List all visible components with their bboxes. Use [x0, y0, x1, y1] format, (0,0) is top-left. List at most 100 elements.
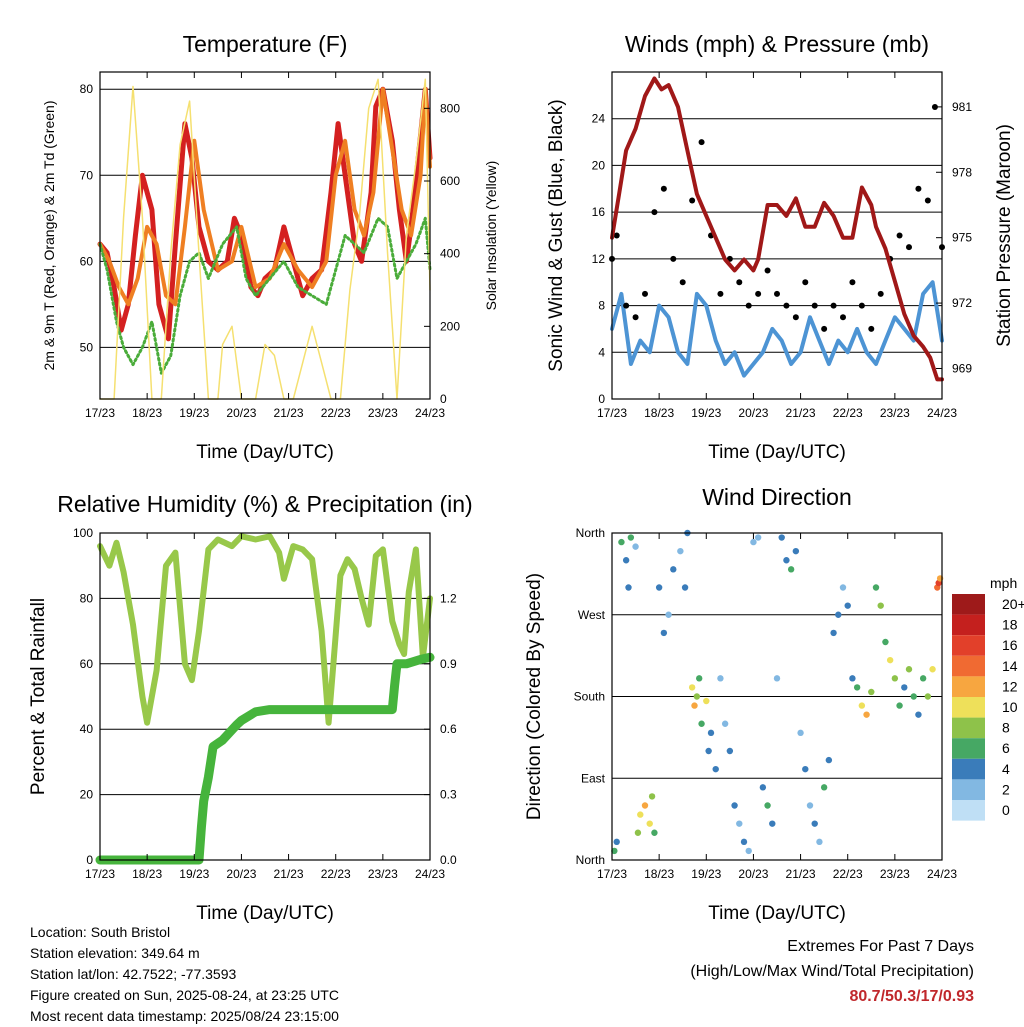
direction-point [872, 584, 880, 591]
y-tick-label: 70 [80, 168, 94, 182]
y-tick-label: West [578, 608, 606, 622]
direction-point [825, 756, 833, 764]
direction-point [896, 702, 903, 709]
legend-label: 16 [1002, 637, 1018, 653]
direction-point [705, 747, 712, 755]
y-tick-label: 60 [80, 657, 94, 671]
x-tick-label: 18/23 [644, 406, 674, 420]
y2-tick-label: 400 [440, 247, 460, 261]
direction-point [632, 543, 639, 550]
y2-tick-label: 0 [440, 392, 447, 406]
direction-point [622, 557, 630, 564]
x-tick-label: 24/23 [415, 406, 445, 420]
gust-point [896, 232, 903, 239]
direction-point [877, 602, 884, 609]
extremes-subtitle: (High/Low/Max Wind/Total Precipitation) [690, 963, 974, 980]
direction-point [901, 684, 908, 691]
y2-axis-label: Station Pressure (Maroon) [994, 124, 1015, 347]
direction-point [835, 611, 842, 618]
gust-point [679, 279, 686, 286]
x-tick-label: 19/23 [691, 406, 721, 420]
legend-label: 20+ [1002, 596, 1024, 612]
x-tick-label: 22/23 [321, 867, 351, 881]
series-line [98, 216, 432, 375]
gust-point [717, 290, 724, 297]
y2-tick-label: 600 [440, 174, 460, 188]
plot-frame [611, 532, 943, 861]
direction-point [863, 711, 870, 718]
x-tick-label: 18/23 [644, 867, 674, 881]
direction-point [802, 765, 809, 773]
direction-point [703, 697, 710, 705]
direction-point [769, 820, 776, 827]
chart-title: Wind Direction [702, 484, 852, 510]
series-line [95, 652, 435, 865]
direction-point [655, 584, 663, 591]
direction-point [665, 611, 672, 618]
chart-title: Temperature (F) [183, 31, 348, 57]
legend-label: 6 [1002, 740, 1010, 756]
direction-point [625, 584, 632, 591]
direction-point [816, 838, 823, 846]
legend-swatch [952, 676, 985, 697]
y-tick-label: 40 [80, 722, 94, 736]
y-tick-label: 60 [80, 254, 94, 268]
direction-point [886, 656, 894, 664]
y2-tick-label: 800 [440, 101, 460, 115]
x-tick-label: 23/23 [880, 406, 910, 420]
direction-point [693, 693, 701, 700]
chart-panel-4: Wind Direction 17/23 18/23 19/23 20/23 21/23 2… [524, 484, 957, 924]
gust-point [736, 279, 743, 286]
legend-label: 4 [1002, 761, 1010, 777]
gust-point [698, 139, 705, 146]
x-tick-label: 22/23 [321, 406, 351, 420]
y2-tick-label: 981 [952, 100, 972, 114]
x-tick-label: 17/23 [597, 867, 627, 881]
gust-point [651, 209, 658, 216]
y2-tick-label: 975 [952, 231, 972, 245]
direction-point [688, 684, 696, 691]
x-tick-label: 22/23 [833, 867, 863, 881]
direction-point [696, 675, 703, 682]
x-tick-label: 21/23 [274, 406, 304, 420]
direction-point [792, 547, 800, 555]
latlon-text: Station lat/lon: 42.7522; -77.3593 [30, 966, 237, 982]
x-axis-label: Time (Day/UTC) [196, 903, 334, 924]
y-tick-label: 80 [80, 591, 94, 605]
gust-point [840, 314, 846, 321]
x-tick-label: 20/23 [738, 406, 768, 420]
legend-swatch [952, 697, 985, 718]
direction-point [646, 820, 653, 827]
gust-point [774, 290, 780, 297]
direction-point [783, 557, 790, 564]
gust-point [632, 314, 639, 321]
legend-label: 12 [1002, 678, 1018, 694]
speed-legend: mph 20+ 18 16 14 12 10 8 6 4 2 0 [952, 575, 1024, 821]
direction-point [740, 838, 748, 846]
plot-frame [611, 71, 943, 400]
direction-point [648, 793, 656, 800]
y2-tick-label: 200 [440, 319, 460, 333]
x-tick-label: 18/23 [132, 867, 162, 881]
gust-point [660, 185, 667, 192]
gust-point [670, 255, 677, 262]
direction-point [707, 729, 715, 737]
series-line [99, 78, 431, 400]
x-tick-label: 18/23 [132, 406, 162, 420]
direction-point [868, 688, 875, 696]
series-line [610, 76, 944, 382]
x-tick-label: 20/23 [226, 406, 256, 420]
y-tick-label: 20 [80, 788, 94, 802]
legend-swatch [952, 779, 985, 800]
direction-point [750, 538, 757, 546]
gust-point [764, 267, 771, 274]
direction-point [613, 838, 620, 846]
gust-point [802, 279, 809, 286]
extremes-values: 80.7/50.3/17/0.93 [849, 988, 974, 1005]
legend-label: 8 [1002, 720, 1010, 736]
direction-point [634, 829, 642, 836]
y2-tick-label: 978 [952, 165, 972, 179]
direction-point [844, 602, 851, 609]
direction-point [919, 675, 927, 682]
